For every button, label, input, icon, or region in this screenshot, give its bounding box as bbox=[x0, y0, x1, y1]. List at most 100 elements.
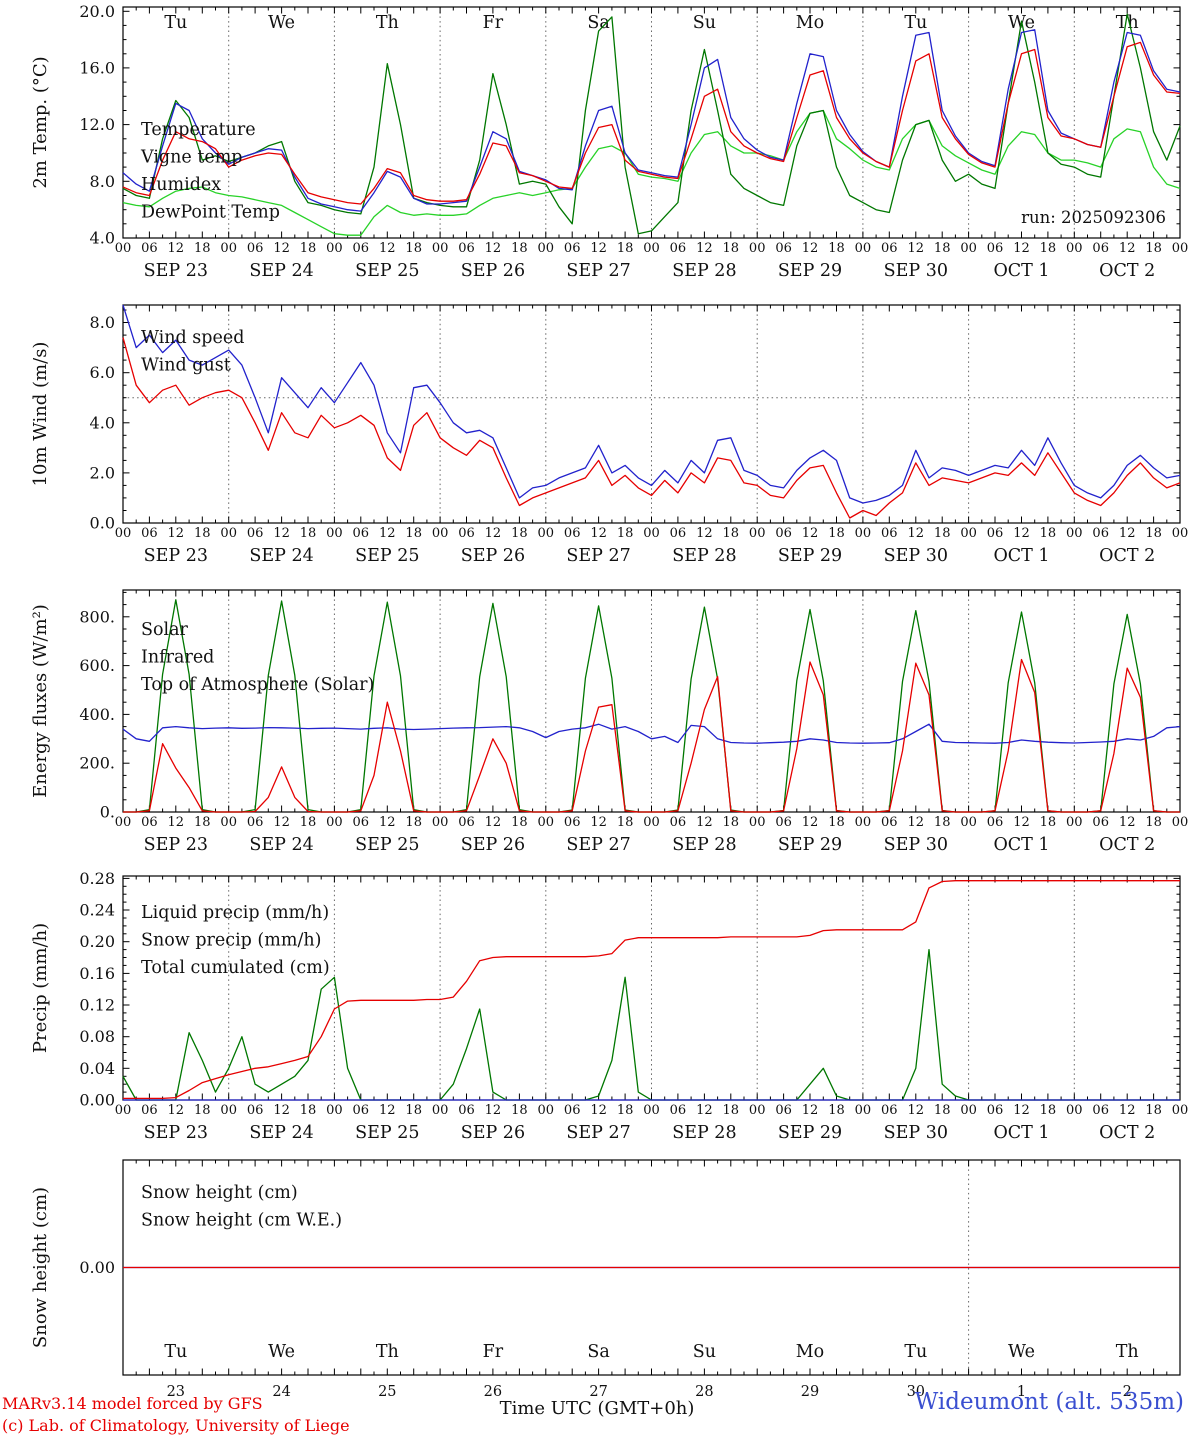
day-name-label: We bbox=[268, 13, 295, 33]
date-label: SEP 23 bbox=[144, 835, 208, 855]
hour-tick-label: 06 bbox=[881, 241, 898, 256]
hour-tick-label: 18 bbox=[194, 1103, 211, 1118]
day-name-label: Mo bbox=[796, 1342, 824, 1362]
hour-tick-label: 18 bbox=[617, 526, 634, 541]
hour-tick-label: 12 bbox=[908, 1103, 925, 1118]
wind-gust-line bbox=[122, 304, 1181, 504]
hour-tick-label: 00 bbox=[220, 1103, 237, 1118]
y-axis-title: Precip (mm/h) bbox=[30, 923, 51, 1053]
hour-tick-label: 06 bbox=[1092, 815, 1109, 830]
hour-tick-label: 00 bbox=[749, 241, 766, 256]
hour-tick-label: 12 bbox=[168, 815, 185, 830]
hour-tick-label: 06 bbox=[775, 815, 792, 830]
date-label: SEP 30 bbox=[884, 1123, 948, 1143]
hour-tick-label: 18 bbox=[1145, 241, 1162, 256]
hour-tick-label: 06 bbox=[353, 526, 370, 541]
hour-tick-label: 18 bbox=[300, 526, 317, 541]
hour-tick-label: 18 bbox=[300, 241, 317, 256]
vigne-temp-line bbox=[122, 13, 1181, 235]
hour-tick-label: 06 bbox=[1092, 526, 1109, 541]
hour-tick-label: 00 bbox=[643, 241, 660, 256]
hour-tick-label: 06 bbox=[458, 1103, 475, 1118]
model-credit: MARv3.14 model forced by GFS bbox=[2, 1394, 263, 1413]
temperature-line bbox=[122, 41, 1181, 205]
hour-tick-label: 00 bbox=[1172, 815, 1189, 830]
hour-tick-label: 18 bbox=[405, 526, 422, 541]
hour-tick-label: 06 bbox=[247, 241, 264, 256]
date-label: SEP 25 bbox=[355, 835, 419, 855]
hour-tick-label: 18 bbox=[723, 1103, 740, 1118]
date-label: OCT 2 bbox=[1099, 546, 1155, 566]
hour-tick-label: 00 bbox=[432, 815, 449, 830]
run-label: run: 2025092306 bbox=[1021, 208, 1166, 227]
date-label: SEP 27 bbox=[566, 1123, 630, 1143]
temperature-panel: 4.0 8.0 12.0 16.0 20.0 2m Temp. (°C) 00 06 12 18 S… bbox=[30, 2, 1188, 281]
legend-wind-0: Wind speed bbox=[141, 328, 244, 348]
hour-tick-label: 00 bbox=[855, 815, 872, 830]
date-label: SEP 29 bbox=[778, 1123, 842, 1143]
day-number-label: 29 bbox=[801, 1384, 819, 1400]
day-name-label: Tu bbox=[904, 1342, 927, 1362]
hour-tick-label: 18 bbox=[828, 1103, 845, 1118]
x-axis-title: Time UTC (GMT+0h) bbox=[499, 1398, 695, 1419]
hour-tick-label: 12 bbox=[802, 815, 819, 830]
hour-tick-label: 00 bbox=[749, 1103, 766, 1118]
total-cumulated-line bbox=[123, 880, 1180, 1100]
date-label: SEP 25 bbox=[355, 261, 419, 281]
date-label: SEP 26 bbox=[461, 261, 525, 281]
hour-tick-label: 00 bbox=[115, 241, 132, 256]
hour-tick-label: 06 bbox=[881, 1103, 898, 1118]
hour-tick-label: 12 bbox=[485, 526, 502, 541]
hour-tick-label: 06 bbox=[564, 241, 581, 256]
hour-tick-label: 18 bbox=[1145, 1103, 1162, 1118]
hour-tick-label: 18 bbox=[1040, 1103, 1057, 1118]
hour-tick-label: 12 bbox=[908, 241, 925, 256]
hour-tick-label: 18 bbox=[934, 526, 951, 541]
y-tick-label: 4.0 bbox=[90, 413, 115, 432]
y-tick-label: 20.0 bbox=[79, 2, 115, 21]
hour-tick-label: 06 bbox=[775, 526, 792, 541]
hour-tick-label: 06 bbox=[247, 815, 264, 830]
date-label: OCT 2 bbox=[1099, 261, 1155, 281]
hour-tick-label: 00 bbox=[326, 526, 343, 541]
date-label: OCT 2 bbox=[1099, 1123, 1155, 1143]
hour-tick-label: 06 bbox=[881, 526, 898, 541]
day-name-label: Fr bbox=[483, 13, 504, 33]
hour-tick-label: 12 bbox=[590, 1103, 607, 1118]
y-tick-label: 16.0 bbox=[79, 58, 115, 77]
date-label: SEP 27 bbox=[566, 546, 630, 566]
hour-tick-label: 12 bbox=[802, 526, 819, 541]
hour-tick-label: 18 bbox=[511, 1103, 528, 1118]
hour-tick-label: 18 bbox=[617, 1103, 634, 1118]
hour-tick-label: 18 bbox=[405, 241, 422, 256]
hour-tick-label: 18 bbox=[1040, 815, 1057, 830]
hour-tick-label: 18 bbox=[934, 241, 951, 256]
toa-solar-line bbox=[123, 599, 1180, 813]
hour-tick-label: 18 bbox=[828, 241, 845, 256]
hour-tick-label: 12 bbox=[273, 815, 290, 830]
day-number-label: 24 bbox=[272, 1384, 290, 1400]
hour-tick-label: 18 bbox=[723, 241, 740, 256]
hour-tick-label: 00 bbox=[643, 815, 660, 830]
day-name-label: Th bbox=[376, 1342, 399, 1362]
hour-tick-label: 12 bbox=[1013, 526, 1030, 541]
y-tick-label: 0.28 bbox=[79, 869, 115, 888]
hour-tick-label: 06 bbox=[247, 526, 264, 541]
legend-precip-2: Total cumulated (cm) bbox=[141, 958, 330, 978]
date-label: SEP 28 bbox=[672, 835, 736, 855]
day-name-label: Th bbox=[376, 13, 399, 33]
hour-tick-label: 06 bbox=[247, 1103, 264, 1118]
hour-tick-label: 06 bbox=[564, 815, 581, 830]
hour-tick-label: 12 bbox=[485, 241, 502, 256]
y-tick-label: 0.16 bbox=[79, 964, 115, 983]
snow-height-panel: 0.00 Snow height (cm) Tu 23 We 24 Th 25 Fr 26 Sa 27… bbox=[30, 1159, 1181, 1400]
hour-tick-label: 06 bbox=[1092, 1103, 1109, 1118]
hour-tick-label: 00 bbox=[1172, 1103, 1189, 1118]
day-number-label: 25 bbox=[378, 1384, 396, 1400]
date-label: SEP 30 bbox=[884, 835, 948, 855]
hour-tick-label: 00 bbox=[220, 815, 237, 830]
hour-tick-label: 06 bbox=[670, 815, 687, 830]
solar-line bbox=[123, 658, 1180, 813]
date-label: SEP 24 bbox=[249, 546, 313, 566]
day-name-label: Tu bbox=[164, 1342, 187, 1362]
